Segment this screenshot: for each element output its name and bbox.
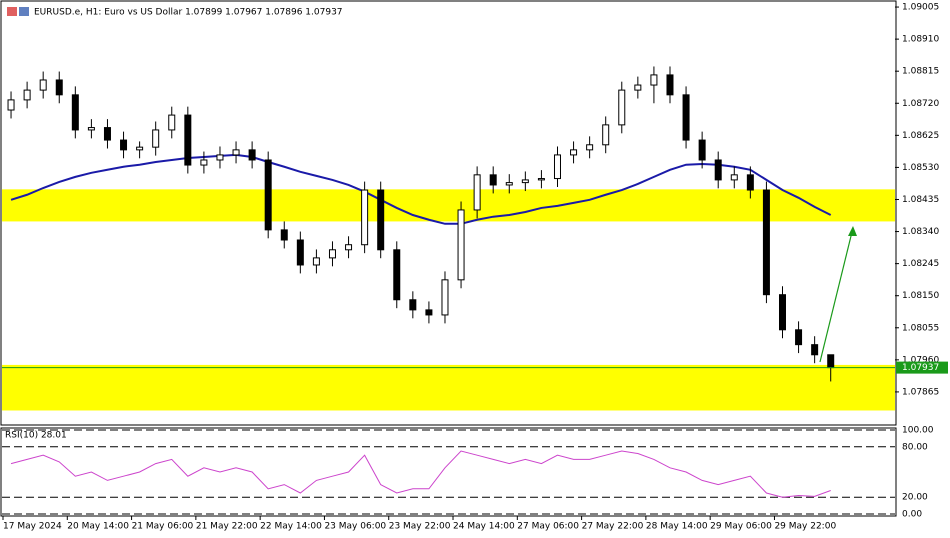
candle-body	[778, 294, 786, 331]
last-price-label: 1.07937	[902, 363, 939, 373]
candle-body	[87, 127, 95, 131]
x-tick-label: 20 May 14:00	[67, 522, 129, 532]
y-tick-label: 1.08815	[902, 67, 939, 77]
candle-body	[345, 244, 353, 251]
icon	[7, 7, 17, 16]
rsi-label: RSI(10) 28.01	[5, 431, 67, 441]
candle-body	[7, 99, 15, 111]
candle-body	[425, 309, 433, 316]
candle-body	[521, 179, 529, 184]
candle-body	[280, 229, 288, 241]
y-tick-label: 1.09005	[902, 3, 939, 13]
candle-body	[441, 279, 449, 316]
x-tick-label: 17 May 2024	[3, 522, 62, 532]
candle-body	[762, 189, 770, 296]
x-tick-label: 29 May 22:00	[774, 522, 836, 532]
candle-body	[103, 127, 111, 141]
chart-title: EURUSD.e, H1: Euro vs US Dollar 1.07899 …	[34, 8, 343, 18]
y-tick-label: 1.07960	[902, 355, 939, 365]
rsi-line	[10, 450, 831, 498]
x-tick-label: 21 May 22:00	[196, 522, 258, 532]
rsi-tick-label: 80.00	[902, 442, 928, 452]
rsi-tick-label: 0.00	[902, 510, 922, 520]
candle-body	[23, 89, 31, 101]
candle-body	[537, 178, 545, 181]
candle-body	[168, 114, 176, 131]
x-tick-label: 24 May 14:00	[453, 522, 515, 532]
candle-body	[746, 174, 754, 191]
y-tick-label: 1.08720	[902, 99, 939, 109]
candle-body	[618, 89, 626, 126]
candle-body	[714, 159, 722, 181]
candle-body	[827, 354, 835, 369]
candle-body	[634, 84, 642, 91]
zone	[2, 364, 895, 411]
candle-body	[296, 239, 304, 266]
projection-arrow	[819, 231, 853, 363]
moving-average	[10, 153, 832, 225]
y-tick-label: 1.08530	[902, 163, 939, 173]
candle-body	[553, 154, 561, 180]
candle-body	[216, 154, 224, 161]
candle-body	[811, 344, 819, 356]
rsi-pane-border	[0, 427, 897, 517]
candle-body	[248, 149, 256, 161]
candle-body	[570, 149, 578, 156]
candle-body	[184, 114, 192, 166]
candle-body	[377, 189, 385, 251]
y-tick-label: 1.07865	[902, 387, 939, 397]
candle-body	[602, 124, 610, 146]
candle-body	[136, 146, 144, 151]
x-tick-label: 21 May 06:00	[132, 522, 194, 532]
y-tick-label: 1.08150	[902, 291, 939, 301]
candle-body	[328, 249, 336, 259]
candle-body	[361, 189, 369, 246]
main-pane-border	[0, 0, 897, 426]
y-tick-label: 1.08055	[902, 323, 939, 333]
candle-body	[409, 299, 417, 311]
candle-body	[120, 139, 128, 151]
candle-body	[71, 94, 79, 131]
candle-body	[730, 174, 738, 181]
arrow-head	[848, 226, 857, 236]
candle-body	[55, 79, 63, 96]
y-tick-label: 1.08625	[902, 131, 939, 141]
candle-body	[698, 139, 706, 161]
x-tick-label: 23 May 06:00	[324, 522, 386, 532]
x-tick-label: 28 May 14:00	[646, 522, 708, 532]
candle-body	[200, 159, 208, 166]
candle-body	[586, 144, 594, 151]
x-tick-label: 23 May 22:00	[389, 522, 451, 532]
x-tick-label: 22 May 14:00	[260, 522, 322, 532]
candle-body	[152, 129, 160, 148]
rsi-tick-label: 20.00	[902, 493, 928, 503]
candle-body	[39, 79, 47, 91]
candle-body	[232, 149, 240, 156]
candle-body	[312, 257, 320, 266]
candle-body	[264, 159, 272, 231]
x-tick-label: 29 May 06:00	[710, 522, 772, 532]
candle-body	[666, 74, 674, 96]
candle-body	[682, 94, 690, 141]
y-tick-label: 1.08340	[902, 227, 939, 237]
icon	[19, 7, 29, 16]
candle-body	[650, 74, 658, 86]
last-price-tag	[896, 361, 948, 374]
candle-body	[473, 174, 481, 211]
candle-body	[457, 209, 465, 281]
y-tick-label: 1.08435	[902, 195, 939, 205]
x-tick-label: 27 May 06:00	[517, 522, 579, 532]
y-tick-label: 1.08910	[902, 35, 939, 45]
x-tick-label: 27 May 22:00	[582, 522, 644, 532]
candle-body	[393, 249, 401, 301]
rsi-tick-label: 100.00	[902, 426, 934, 436]
y-tick-label: 1.08245	[902, 259, 939, 269]
candle-body	[505, 182, 513, 186]
candle-body	[795, 329, 803, 346]
zone	[2, 189, 895, 222]
candle-body	[489, 174, 497, 186]
